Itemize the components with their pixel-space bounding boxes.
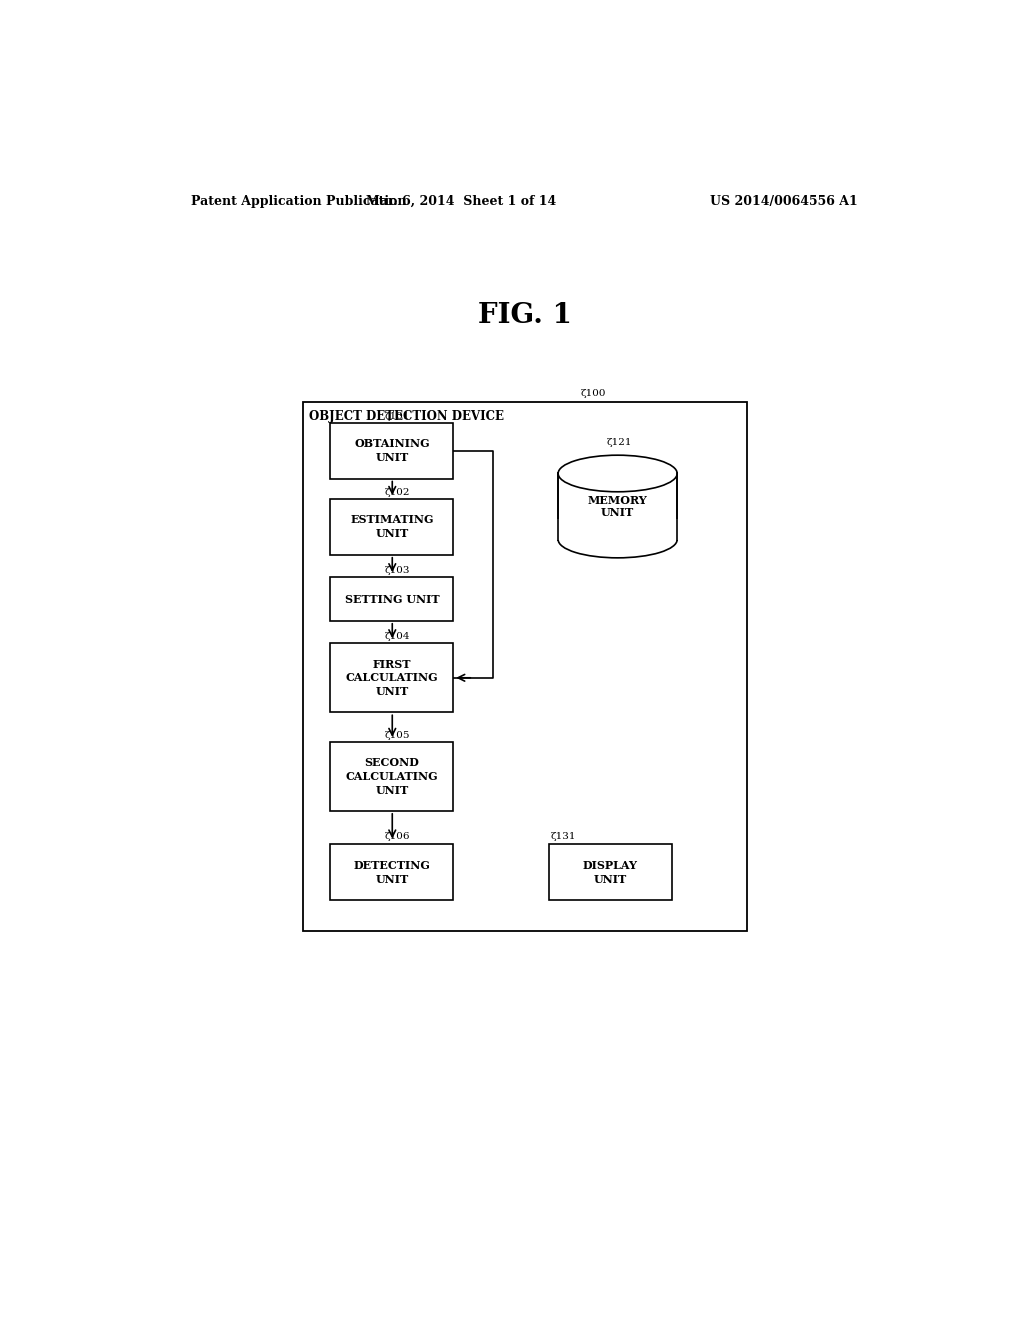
- Ellipse shape: [558, 521, 677, 558]
- Text: OBTAINING
UNIT: OBTAINING UNIT: [354, 438, 430, 463]
- Text: SECOND
CALCULATING
UNIT: SECOND CALCULATING UNIT: [345, 758, 438, 796]
- Text: ESTIMATING
UNIT: ESTIMATING UNIT: [350, 515, 433, 539]
- Bar: [331, 643, 454, 713]
- Text: ζ100: ζ100: [581, 389, 606, 399]
- Text: FIRST
CALCULATING
UNIT: FIRST CALCULATING UNIT: [345, 659, 438, 697]
- Text: DISPLAY
UNIT: DISPLAY UNIT: [583, 861, 638, 884]
- Bar: [557, 519, 679, 540]
- Bar: [331, 845, 454, 900]
- Ellipse shape: [558, 455, 677, 492]
- Text: ζ102: ζ102: [384, 488, 410, 496]
- Text: US 2014/0064556 A1: US 2014/0064556 A1: [711, 194, 858, 207]
- Text: OBJECT DETECTION DEVICE: OBJECT DETECTION DEVICE: [309, 411, 504, 424]
- Text: DETECTING
UNIT: DETECTING UNIT: [353, 861, 430, 884]
- Bar: [331, 577, 454, 620]
- Text: ζ105: ζ105: [384, 731, 410, 739]
- Text: ζ121: ζ121: [606, 438, 632, 447]
- Text: SETTING UNIT: SETTING UNIT: [344, 594, 439, 605]
- Text: FIG. 1: FIG. 1: [478, 302, 571, 330]
- Bar: [549, 845, 672, 900]
- Text: ζ101: ζ101: [384, 412, 410, 421]
- Bar: [303, 403, 748, 931]
- Text: ζ106: ζ106: [384, 833, 410, 841]
- Text: MEMORY
UNIT: MEMORY UNIT: [588, 495, 647, 519]
- Text: ζ104: ζ104: [384, 632, 410, 642]
- Bar: [331, 499, 454, 554]
- Text: Mar. 6, 2014  Sheet 1 of 14: Mar. 6, 2014 Sheet 1 of 14: [367, 194, 556, 207]
- Bar: [331, 742, 454, 810]
- Text: ζ131: ζ131: [551, 833, 577, 841]
- Text: Patent Application Publication: Patent Application Publication: [191, 194, 407, 207]
- Text: ζ103: ζ103: [384, 566, 410, 576]
- Bar: [331, 422, 454, 479]
